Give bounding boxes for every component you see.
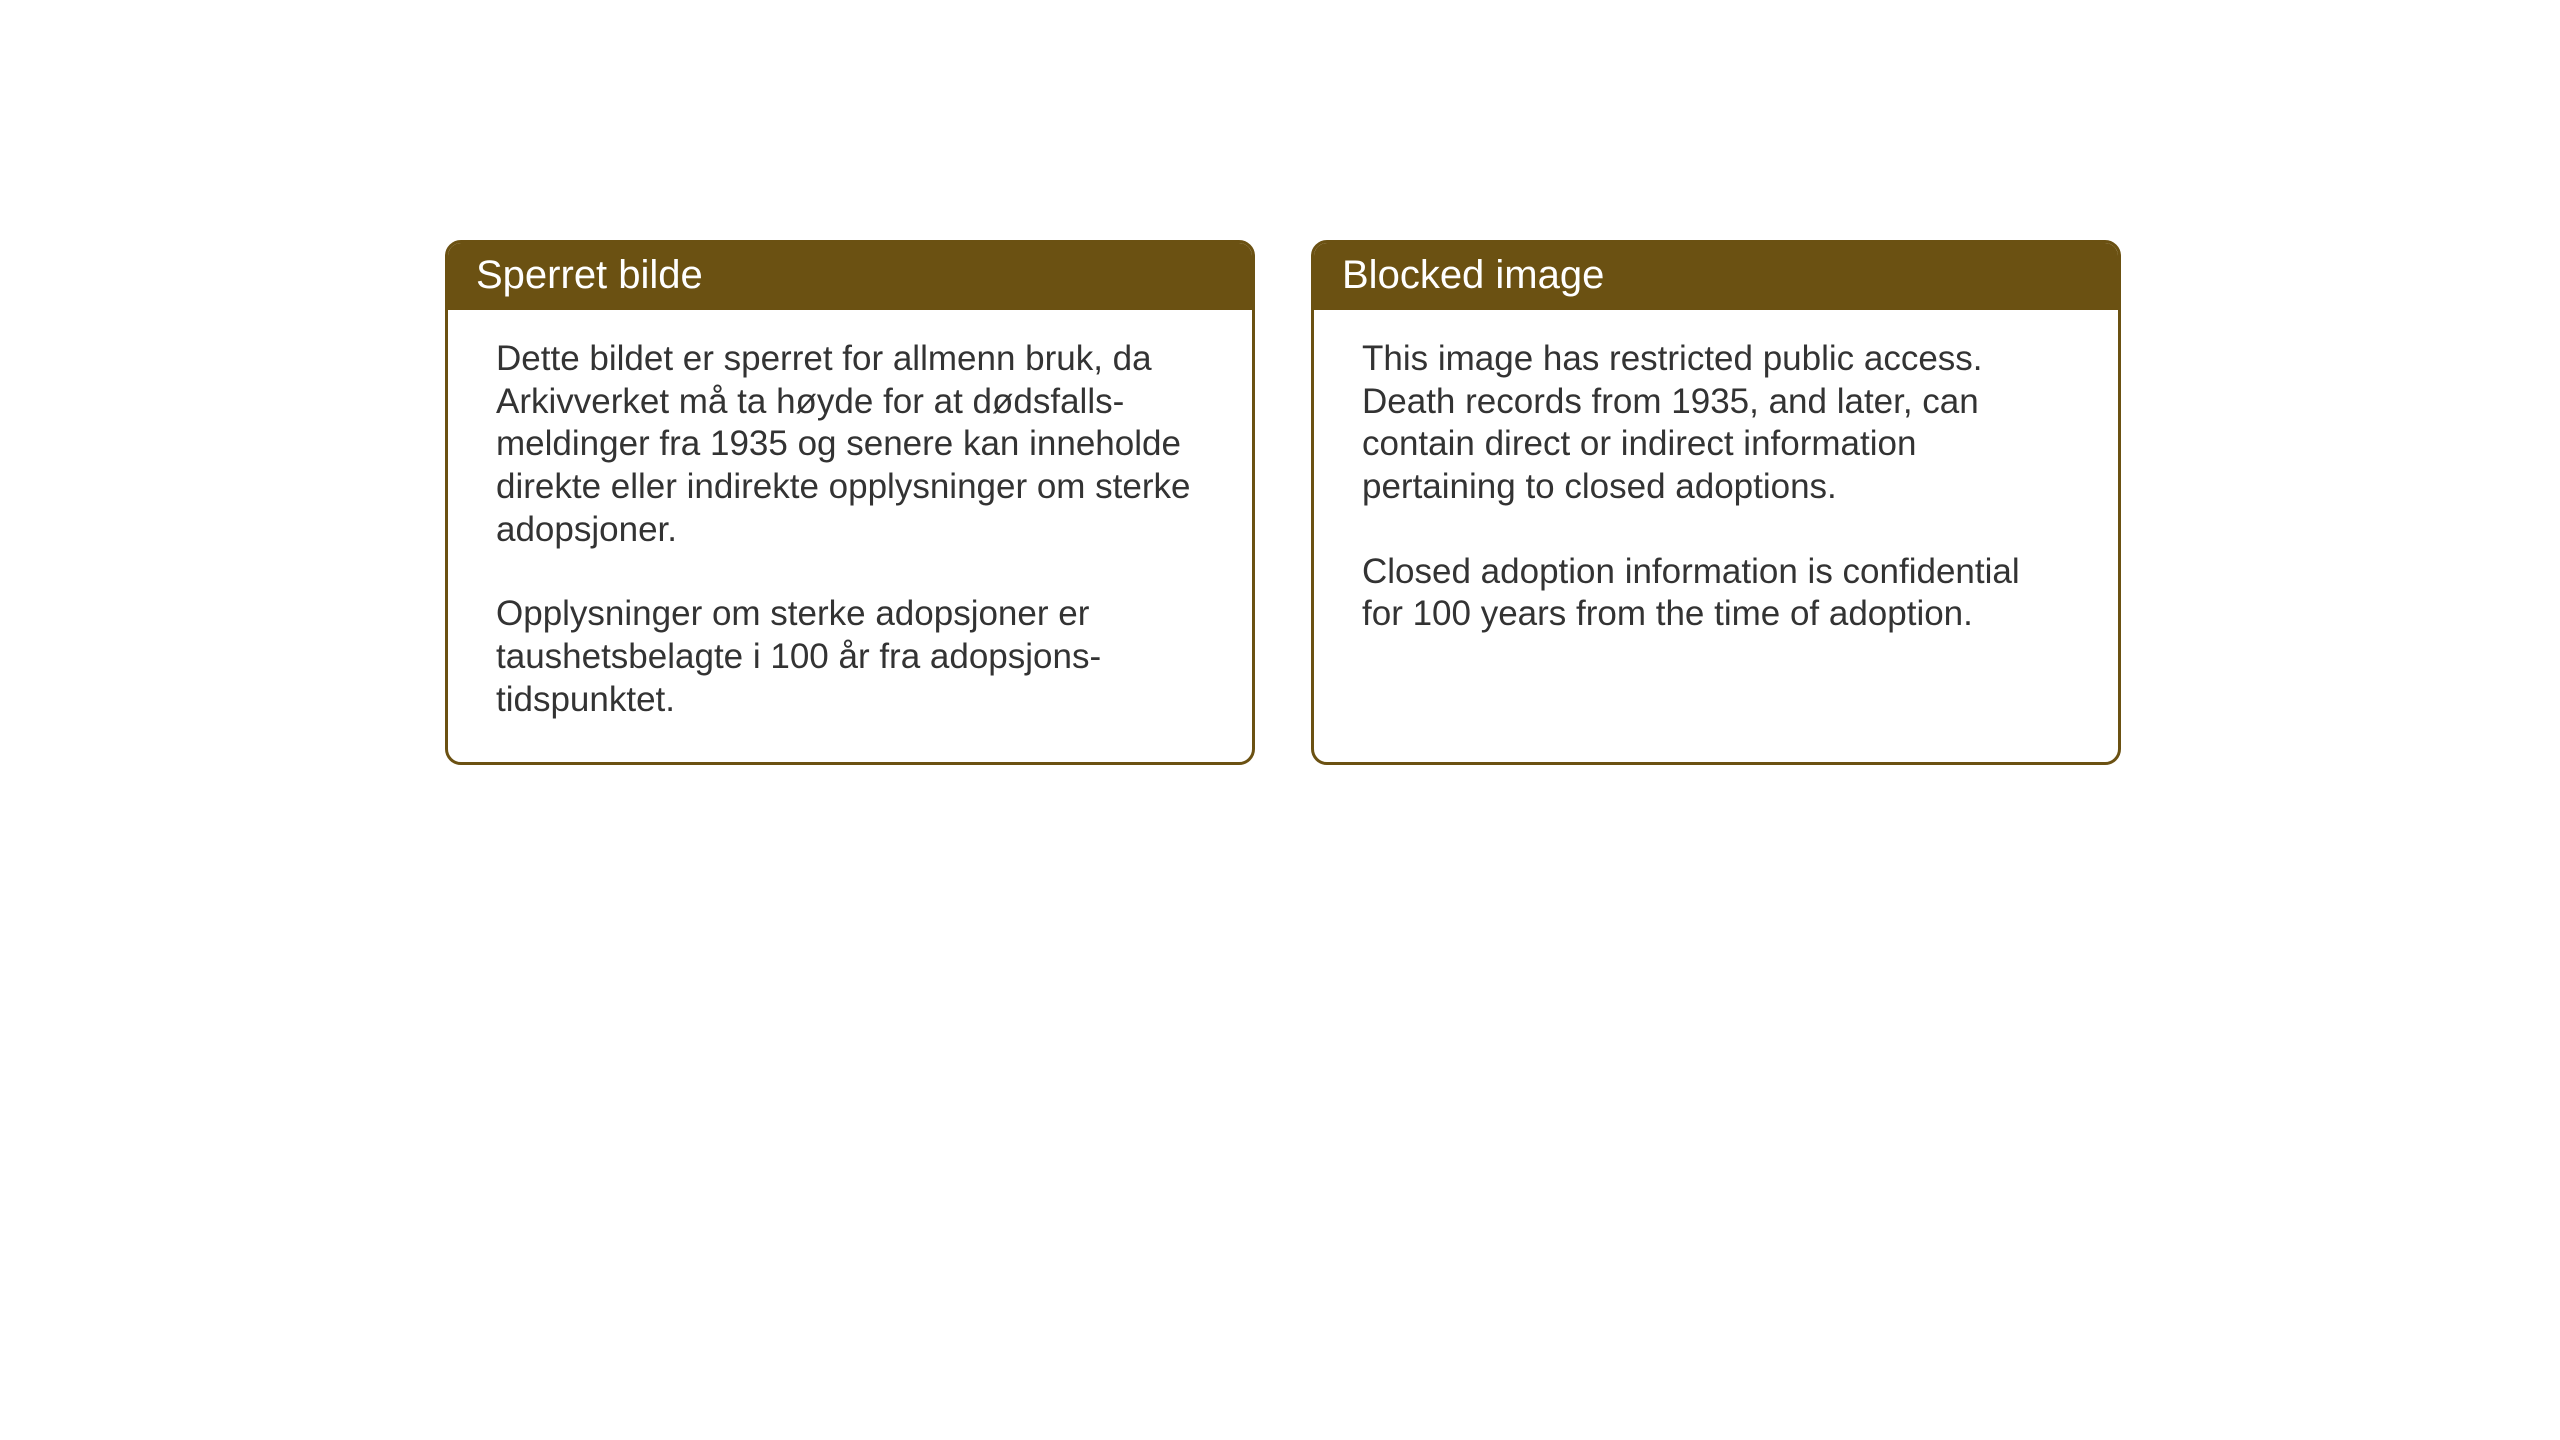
english-title: Blocked image: [1342, 253, 1604, 297]
english-notice-card: Blocked image This image has restricted …: [1311, 240, 2121, 765]
notice-container: Sperret bilde Dette bildet er sperret fo…: [445, 240, 2121, 765]
norwegian-paragraph-2: Opplysninger om sterke adopsjoner er tau…: [496, 593, 1204, 721]
norwegian-title: Sperret bilde: [476, 253, 703, 297]
norwegian-paragraph-1: Dette bildet er sperret for allmenn bruk…: [496, 338, 1204, 551]
english-paragraph-1: This image has restricted public access.…: [1362, 338, 2070, 509]
english-card-header: Blocked image: [1314, 243, 2118, 310]
english-paragraph-2: Closed adoption information is confident…: [1362, 551, 2070, 636]
english-card-body: This image has restricted public access.…: [1314, 310, 2118, 676]
norwegian-card-header: Sperret bilde: [448, 243, 1252, 310]
norwegian-notice-card: Sperret bilde Dette bildet er sperret fo…: [445, 240, 1255, 765]
norwegian-card-body: Dette bildet er sperret for allmenn bruk…: [448, 310, 1252, 762]
